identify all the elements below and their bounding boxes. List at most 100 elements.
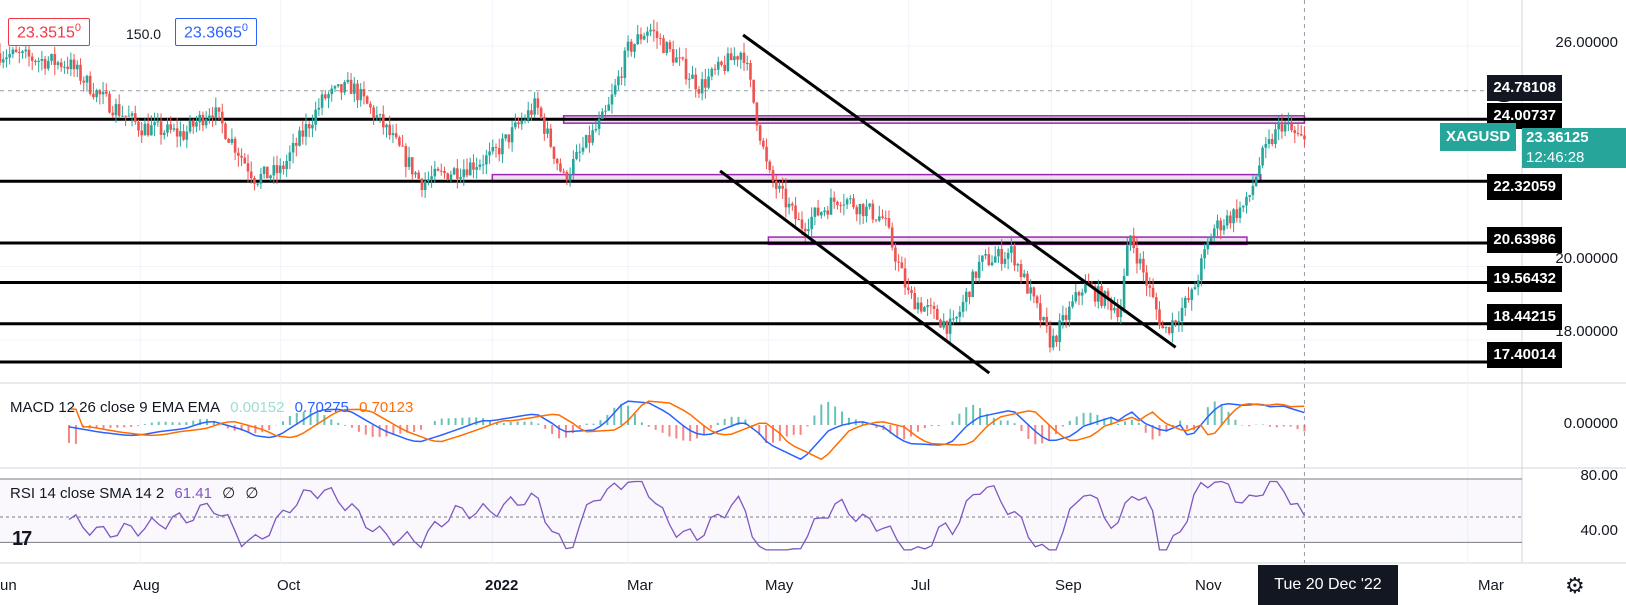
candle-body-126	[404, 146, 408, 167]
time-axis-may: May	[765, 577, 794, 594]
candle-body-386	[1241, 205, 1245, 208]
candle-body-79	[253, 178, 256, 184]
candle-body-375	[1206, 241, 1210, 250]
macd-hist-bar-57	[461, 417, 464, 425]
candle-body-255	[820, 212, 823, 216]
candle-body-373	[1200, 258, 1203, 281]
macd-hist-bar-26	[247, 425, 250, 432]
macd-hist-bar-155	[1137, 422, 1140, 425]
candle-body-18	[56, 62, 60, 65]
candle-body-62	[198, 114, 201, 123]
rsi-axis-80: 80.00	[1580, 467, 1618, 484]
tradingview-logo[interactable]: 17	[12, 528, 32, 550]
candle-body-393	[1264, 143, 1268, 148]
candle-body-377	[1212, 228, 1216, 237]
macd-hist-bar-138	[1020, 425, 1023, 432]
candle-body-222	[713, 68, 717, 70]
rsi-legend[interactable]: RSI 14 close SMA 14 2 61.41 ∅ ∅	[10, 484, 264, 502]
time-axis-aug: Aug	[133, 577, 160, 594]
candle-body-78	[249, 171, 253, 179]
macd-hist-bar-47	[392, 425, 395, 436]
macd-hist-bar-36	[316, 412, 319, 425]
candle-body-49	[156, 121, 160, 123]
candle-body-99	[317, 107, 321, 110]
macd-hist-bar-175	[1275, 425, 1278, 428]
candle-body-220	[707, 76, 710, 88]
price-axis-26: 26.00000	[1555, 34, 1618, 51]
candle-body-367	[1180, 307, 1184, 322]
candle-body-397	[1277, 122, 1280, 130]
candle-body-405	[1303, 135, 1306, 140]
macd-hist-bar-82	[633, 414, 636, 425]
candle-body-235	[755, 102, 759, 126]
macd-hist-bar-97	[737, 416, 740, 425]
settings-gear-icon[interactable]: ⚙	[1565, 573, 1585, 598]
candle-body-291	[935, 308, 939, 320]
macd-hist-bar-23	[226, 425, 229, 429]
candle-body-152	[488, 151, 491, 156]
macd-hist-bar-100	[758, 425, 761, 436]
candle-body-247	[794, 205, 797, 220]
macd-hist-bar-166	[1213, 401, 1216, 425]
time-cursor-label: Tue 20 Dec '22	[1258, 565, 1398, 605]
candle-body-289	[929, 305, 933, 307]
candle-body-395	[1270, 139, 1274, 145]
candle-body-379	[1219, 220, 1223, 231]
candle-body-195	[626, 41, 630, 51]
candle-body-137	[439, 170, 443, 172]
time-axis-jul: Jul	[911, 577, 931, 594]
candle-body-224	[720, 61, 723, 65]
candle-body-331	[1064, 315, 1068, 320]
candle-body-356	[1145, 272, 1148, 286]
candle-body-242	[778, 185, 781, 189]
spread-value: 150.0	[126, 26, 162, 42]
candle-body-355	[1142, 258, 1145, 273]
candle-body-131	[420, 178, 424, 191]
macd-hist-bar-110	[827, 401, 830, 425]
macd-hist-bar-147	[1082, 412, 1085, 425]
candle-body-138	[443, 170, 446, 174]
candle-body-378	[1216, 220, 1219, 229]
macd-hist-bar-17	[185, 422, 188, 425]
macd-hist-bar-137	[1013, 423, 1016, 425]
candle-body-276	[887, 218, 891, 228]
candle-body-42	[133, 113, 137, 122]
rsi-axis-40: 40.00	[1580, 522, 1618, 539]
candle-body-50	[159, 121, 163, 135]
candle-body-358	[1151, 287, 1155, 298]
macd-hist-bar-68	[537, 423, 540, 425]
candle-body-97	[311, 124, 314, 129]
candle-body-389	[1251, 185, 1255, 196]
candle-body-371	[1193, 287, 1197, 290]
candle-body-17	[53, 54, 57, 65]
macd-hist-bar-35	[309, 411, 312, 425]
candle-body-142	[456, 168, 459, 179]
macd-hist-bar-129	[958, 413, 961, 425]
candle-body-383	[1232, 209, 1235, 224]
candle-body-328	[1055, 335, 1058, 343]
macd-hist-bar-153	[1124, 421, 1126, 425]
macd-hist-bar-122	[910, 425, 913, 437]
candle-body-179	[575, 152, 578, 159]
macd-hist-bar-16	[178, 422, 181, 425]
candle-body-7	[21, 51, 24, 54]
candle-body-340	[1093, 286, 1097, 302]
candle-body-54	[172, 128, 176, 130]
candle-body-76	[243, 157, 247, 164]
candle-body-347	[1116, 308, 1119, 318]
candle-body-248	[797, 219, 801, 221]
ask-price-box[interactable]: 23.36650	[175, 18, 257, 47]
candle-body-145	[465, 169, 469, 176]
candle-body-23	[72, 59, 76, 70]
candle-body-87	[278, 165, 282, 174]
candle-body-71	[227, 139, 230, 143]
candle-body-111	[356, 83, 359, 101]
candle-body-140	[449, 174, 453, 180]
macd-legend[interactable]: MACD 12 26 close 9 EMA EMA 0.00152 0.702…	[10, 399, 419, 416]
candle-body-21	[66, 66, 69, 70]
bid-price-box[interactable]: 23.35150	[8, 18, 90, 47]
candle-body-310	[997, 248, 1000, 257]
candle-body-335	[1077, 292, 1081, 296]
macd-hist-bar-133	[985, 413, 988, 425]
